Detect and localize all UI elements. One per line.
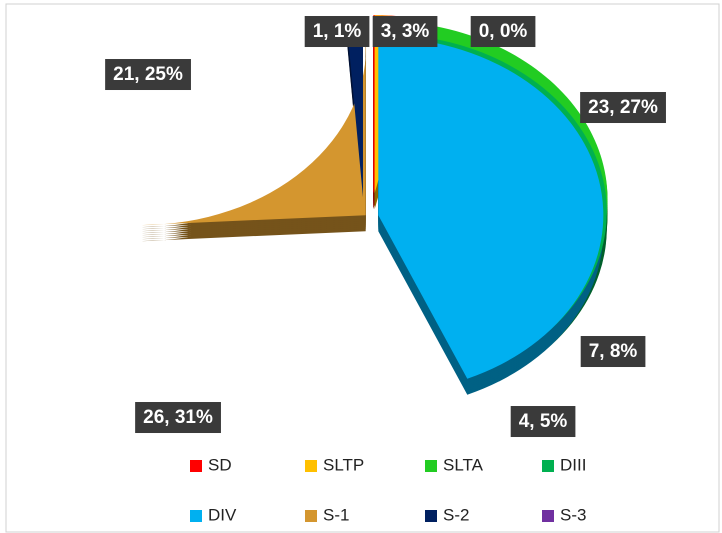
legend-label: DIV bbox=[208, 505, 237, 524]
data-label: 21, 25% bbox=[113, 64, 183, 85]
legend-swatch bbox=[425, 510, 437, 522]
legend-label: SD bbox=[208, 455, 232, 474]
data-label-box bbox=[105, 59, 191, 91]
data-label-box bbox=[580, 336, 646, 368]
data-labels: 3, 3% 0, 0% 23, 27% 7, 8% 4, 5% 26, 31% 21, 25… bbox=[105, 16, 666, 438]
data-label: 26, 31% bbox=[143, 407, 213, 428]
data-label-box bbox=[135, 402, 221, 434]
legend-label: SLTP bbox=[323, 455, 364, 474]
legend-swatch bbox=[190, 460, 202, 472]
legend-label: S-3 bbox=[560, 505, 586, 524]
data-label-box bbox=[470, 16, 536, 48]
data-label: 1, 1% bbox=[313, 21, 362, 42]
data-label: 23, 27% bbox=[588, 97, 658, 118]
legend: SD SLTP SLTA DIII DIV S-1 S-2 S-3 bbox=[190, 455, 586, 524]
pie bbox=[141, 15, 608, 379]
slice bbox=[378, 37, 604, 379]
data-label: 0, 0% bbox=[479, 21, 528, 42]
legend-label: SLTA bbox=[443, 455, 484, 474]
slice bbox=[346, 19, 363, 198]
legend-swatch bbox=[425, 460, 437, 472]
data-label-box bbox=[304, 16, 370, 48]
data-label: 3, 3% bbox=[381, 21, 430, 42]
legend-label: S-2 bbox=[443, 505, 469, 524]
legend-swatch bbox=[305, 510, 317, 522]
legend-swatch bbox=[542, 510, 554, 522]
legend-label: S-1 bbox=[323, 505, 349, 524]
slice bbox=[141, 37, 367, 226]
legend-label: DIII bbox=[560, 455, 586, 474]
data-label: 4, 5% bbox=[519, 411, 568, 432]
data-label-box bbox=[580, 92, 666, 124]
data-label: 7, 8% bbox=[589, 341, 638, 362]
legend-swatch bbox=[190, 510, 202, 522]
legend-swatch bbox=[542, 460, 554, 472]
data-label-box bbox=[510, 406, 576, 438]
legend-swatch bbox=[305, 460, 317, 472]
data-label-box bbox=[372, 16, 438, 48]
